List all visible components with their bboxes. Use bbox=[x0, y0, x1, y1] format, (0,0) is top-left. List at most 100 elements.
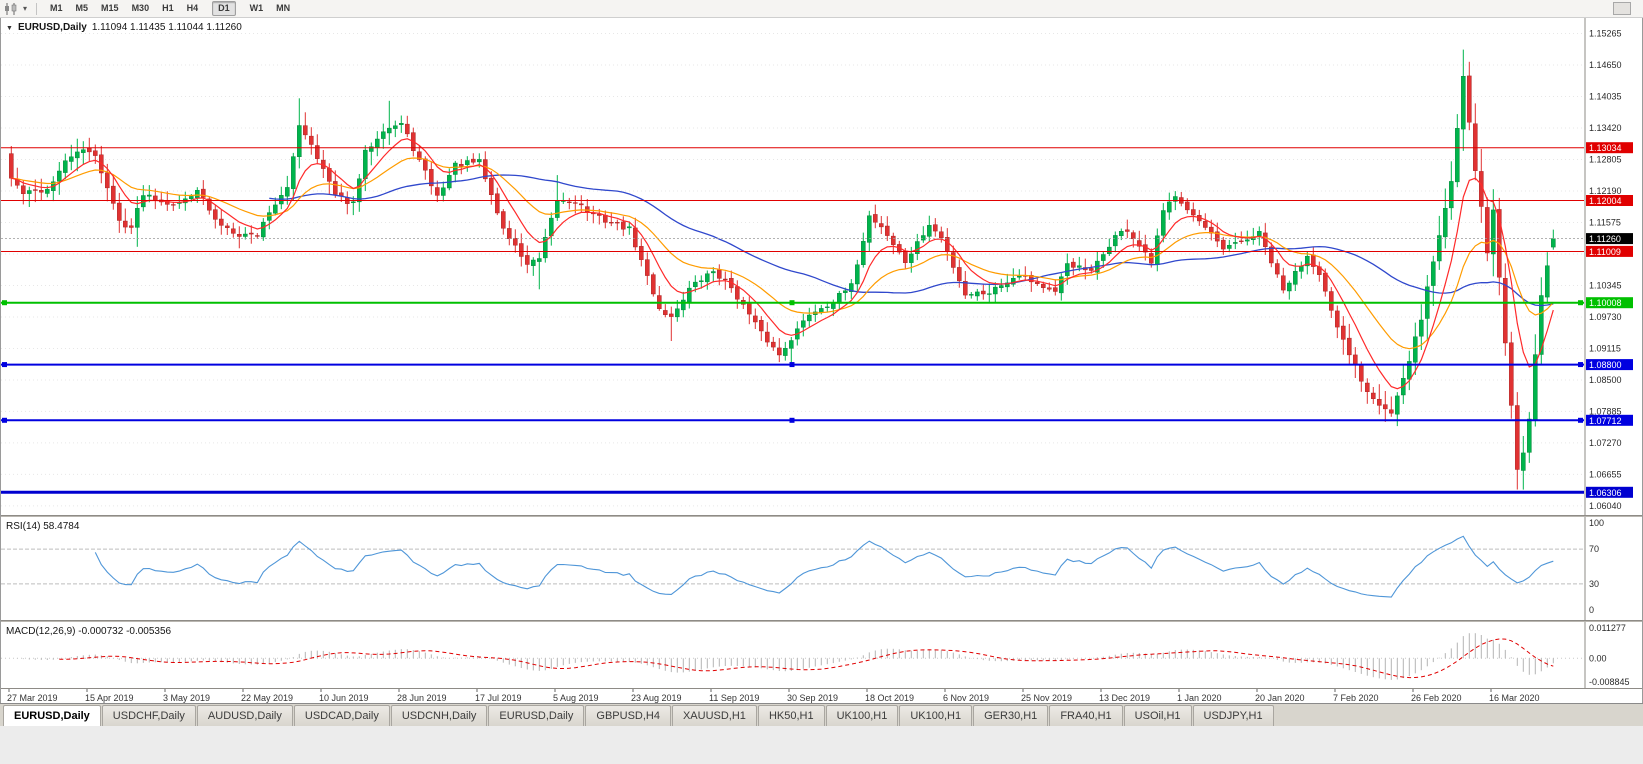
timeframe-button-m15[interactable]: M15 bbox=[101, 3, 119, 13]
svg-text:1.10345: 1.10345 bbox=[1589, 280, 1622, 290]
price-label-box bbox=[1586, 245, 1633, 257]
svg-text:1.11260: 1.11260 bbox=[1589, 234, 1621, 244]
svg-text:1.06306: 1.06306 bbox=[1589, 488, 1622, 498]
price-scale[interactable]: 1.15265 1.14650 1.14035 1.13420 1.12805 1.121… bbox=[1586, 29, 1633, 511]
timeframe-button-h4[interactable]: H4 bbox=[186, 3, 199, 13]
line-handle bbox=[2, 362, 7, 368]
timeframe-button-group: M1 M5 M15 M30 H1 H4 D1 W1 MN bbox=[44, 1, 296, 16]
chart-tab-0-eurusd-daily[interactable]: EURUSD,Daily bbox=[3, 705, 101, 726]
timeframe-button-m1[interactable]: M1 bbox=[50, 3, 63, 13]
price-label-box bbox=[1586, 142, 1633, 154]
svg-text:10 Jun 2019: 10 Jun 2019 bbox=[319, 693, 369, 703]
chart-tab-7-xauusd-h1[interactable]: XAUUSD,H1 bbox=[671, 705, 757, 726]
svg-text:3 May 2019: 3 May 2019 bbox=[163, 693, 210, 703]
line-handle bbox=[2, 300, 7, 306]
svg-text:13 Dec 2019: 13 Dec 2019 bbox=[1099, 693, 1150, 703]
macd-pane[interactable]: 0.011277 0.00 -0.008845 MACD(12,26,9) -0.0… bbox=[1, 622, 1642, 688]
price-label-box bbox=[1586, 297, 1633, 309]
price-label-box bbox=[1586, 414, 1633, 426]
svg-text:-0.008845: -0.008845 bbox=[1589, 677, 1630, 687]
chart-tab-10-uk100-h1[interactable]: UK100,H1 bbox=[899, 705, 973, 726]
line-handle bbox=[1578, 300, 1583, 306]
svg-text:27 Mar 2019: 27 Mar 2019 bbox=[7, 693, 58, 703]
svg-text:1.13420: 1.13420 bbox=[1589, 123, 1622, 133]
macd-signal-line bbox=[59, 638, 1554, 679]
svg-text:5 Aug 2019: 5 Aug 2019 bbox=[553, 693, 599, 703]
ma-mid-line bbox=[11, 157, 1554, 350]
chart-tab-6-gbpusd-h4[interactable]: GBPUSD,H4 bbox=[585, 705, 671, 726]
chart-tab-11-ger30-h1[interactable]: GER30,H1 bbox=[973, 705, 1049, 726]
candlestick-chart-icon[interactable] bbox=[4, 2, 18, 15]
svg-text:20 Jan 2020: 20 Jan 2020 bbox=[1255, 693, 1305, 703]
svg-text:1.09730: 1.09730 bbox=[1589, 312, 1622, 322]
svg-text:1.12004: 1.12004 bbox=[1589, 196, 1622, 206]
svg-text:1.08800: 1.08800 bbox=[1589, 360, 1622, 370]
price-chart-pane[interactable]: 1.15265 1.14650 1.14035 1.13420 1.12805 1.121… bbox=[1, 18, 1642, 515]
price-chart-canvas[interactable]: 1.15265 1.14650 1.14035 1.13420 1.12805 1.121… bbox=[1, 18, 1643, 515]
svg-text:6 Nov 2019: 6 Nov 2019 bbox=[943, 693, 989, 703]
scrollbar-up-button[interactable] bbox=[1613, 2, 1631, 15]
chevron-down-icon[interactable]: ▾ bbox=[23, 3, 28, 13]
chart-tab-13-usoil-h1[interactable]: USOil,H1 bbox=[1123, 705, 1192, 726]
chart-tab-3-usdcad-daily[interactable]: USDCAD,Daily bbox=[293, 705, 390, 726]
chart-tab-12-fra40-h1[interactable]: FRA40,H1 bbox=[1049, 705, 1123, 726]
rsi-line bbox=[94, 535, 1554, 598]
timeframe-button-h1[interactable]: H1 bbox=[162, 3, 174, 13]
svg-text:1.07885: 1.07885 bbox=[1589, 406, 1622, 416]
ma-slow-line bbox=[269, 174, 1554, 307]
timeframe-button-d1[interactable]: D1 bbox=[212, 1, 236, 16]
price-label-box bbox=[1586, 359, 1633, 371]
rsi-levels bbox=[1, 548, 1584, 585]
svg-text:30: 30 bbox=[1589, 579, 1599, 589]
horizontal-levels bbox=[1, 147, 1584, 494]
line-handle bbox=[789, 417, 795, 423]
macd-canvas[interactable]: 0.011277 0.00 -0.008845 bbox=[1, 622, 1643, 688]
timeframe-button-w1[interactable]: W1 bbox=[249, 3, 264, 13]
line-handle bbox=[789, 362, 795, 368]
timeframe-button-mn[interactable]: MN bbox=[276, 3, 291, 13]
line-handle bbox=[789, 300, 795, 306]
chart-tab-2-audusd-daily[interactable]: AUDUSD,Daily bbox=[196, 705, 293, 726]
chart-tab-5-eurusd-daily[interactable]: EURUSD,Daily bbox=[488, 705, 585, 726]
svg-text:23 Aug 2019: 23 Aug 2019 bbox=[631, 693, 682, 703]
svg-text:11 Sep 2019: 11 Sep 2019 bbox=[709, 693, 759, 703]
svg-text:1.12805: 1.12805 bbox=[1589, 155, 1622, 165]
timeframe-button-m30[interactable]: M30 bbox=[131, 3, 150, 13]
svg-text:15 Apr 2019: 15 Apr 2019 bbox=[85, 693, 134, 703]
rsi-canvas[interactable]: 100 70 30 0 bbox=[1, 517, 1643, 620]
svg-text:100: 100 bbox=[1589, 518, 1604, 528]
svg-text:30 Sep 2019: 30 Sep 2019 bbox=[787, 693, 838, 703]
price-label-box bbox=[1586, 486, 1633, 498]
line-handle bbox=[2, 417, 7, 423]
svg-text:25 Nov 2019: 25 Nov 2019 bbox=[1021, 693, 1072, 703]
chart-tab-bar: EURUSD,Daily USDCHF,Daily AUDUSD,Daily USDC… bbox=[0, 703, 1643, 726]
rsi-scale[interactable]: 100 70 30 0 bbox=[1589, 518, 1604, 615]
svg-text:1.06040: 1.06040 bbox=[1589, 501, 1622, 511]
bottom-filler bbox=[0, 726, 1643, 764]
svg-text:1 Jan 2020: 1 Jan 2020 bbox=[1177, 693, 1222, 703]
date-labels: 27 Mar 2019 15 Apr 2019 3 May 2019 22 May 2… bbox=[7, 689, 1540, 703]
pane-resize-handle-2[interactable] bbox=[1, 620, 1642, 622]
ma-fast-line bbox=[11, 138, 1554, 390]
chart-tab-8-hk50-h1[interactable]: HK50,H1 bbox=[757, 705, 825, 726]
chart-tab-1-usdchf-daily[interactable]: USDCHF,Daily bbox=[101, 705, 196, 726]
svg-text:0.00: 0.00 bbox=[1589, 653, 1607, 663]
svg-text:1.07270: 1.07270 bbox=[1589, 438, 1622, 448]
timeframe-button-m5[interactable]: M5 bbox=[75, 3, 89, 13]
time-axis[interactable]: 27 Mar 2019 15 Apr 2019 3 May 2019 22 May 2… bbox=[1, 688, 1642, 703]
chart-tab-9-uk100-h1[interactable]: UK100,H1 bbox=[825, 705, 899, 726]
svg-text:1.14650: 1.14650 bbox=[1589, 60, 1622, 70]
pane-resize-handle-1[interactable] bbox=[1, 515, 1642, 517]
rsi-pane[interactable]: 100 70 30 0 RSI(14) 58.4784 bbox=[1, 517, 1642, 620]
svg-text:0: 0 bbox=[1589, 605, 1594, 615]
svg-text:28 Jun 2019: 28 Jun 2019 bbox=[397, 693, 447, 703]
chart-tab-4-usdcnh-daily[interactable]: USDCNH,Daily bbox=[390, 705, 488, 726]
svg-text:1.06655: 1.06655 bbox=[1589, 469, 1622, 479]
chart-tab-14-usdjpy-h1[interactable]: USDJPY,H1 bbox=[1192, 705, 1274, 726]
svg-text:1.11009: 1.11009 bbox=[1589, 247, 1621, 257]
price-gridlines bbox=[1, 32, 1584, 507]
line-handle bbox=[1578, 417, 1583, 423]
macd-scale[interactable]: 0.011277 0.00 -0.008845 bbox=[1589, 623, 1630, 687]
svg-text:1.07712: 1.07712 bbox=[1589, 416, 1622, 426]
svg-text:1.14035: 1.14035 bbox=[1589, 92, 1622, 102]
